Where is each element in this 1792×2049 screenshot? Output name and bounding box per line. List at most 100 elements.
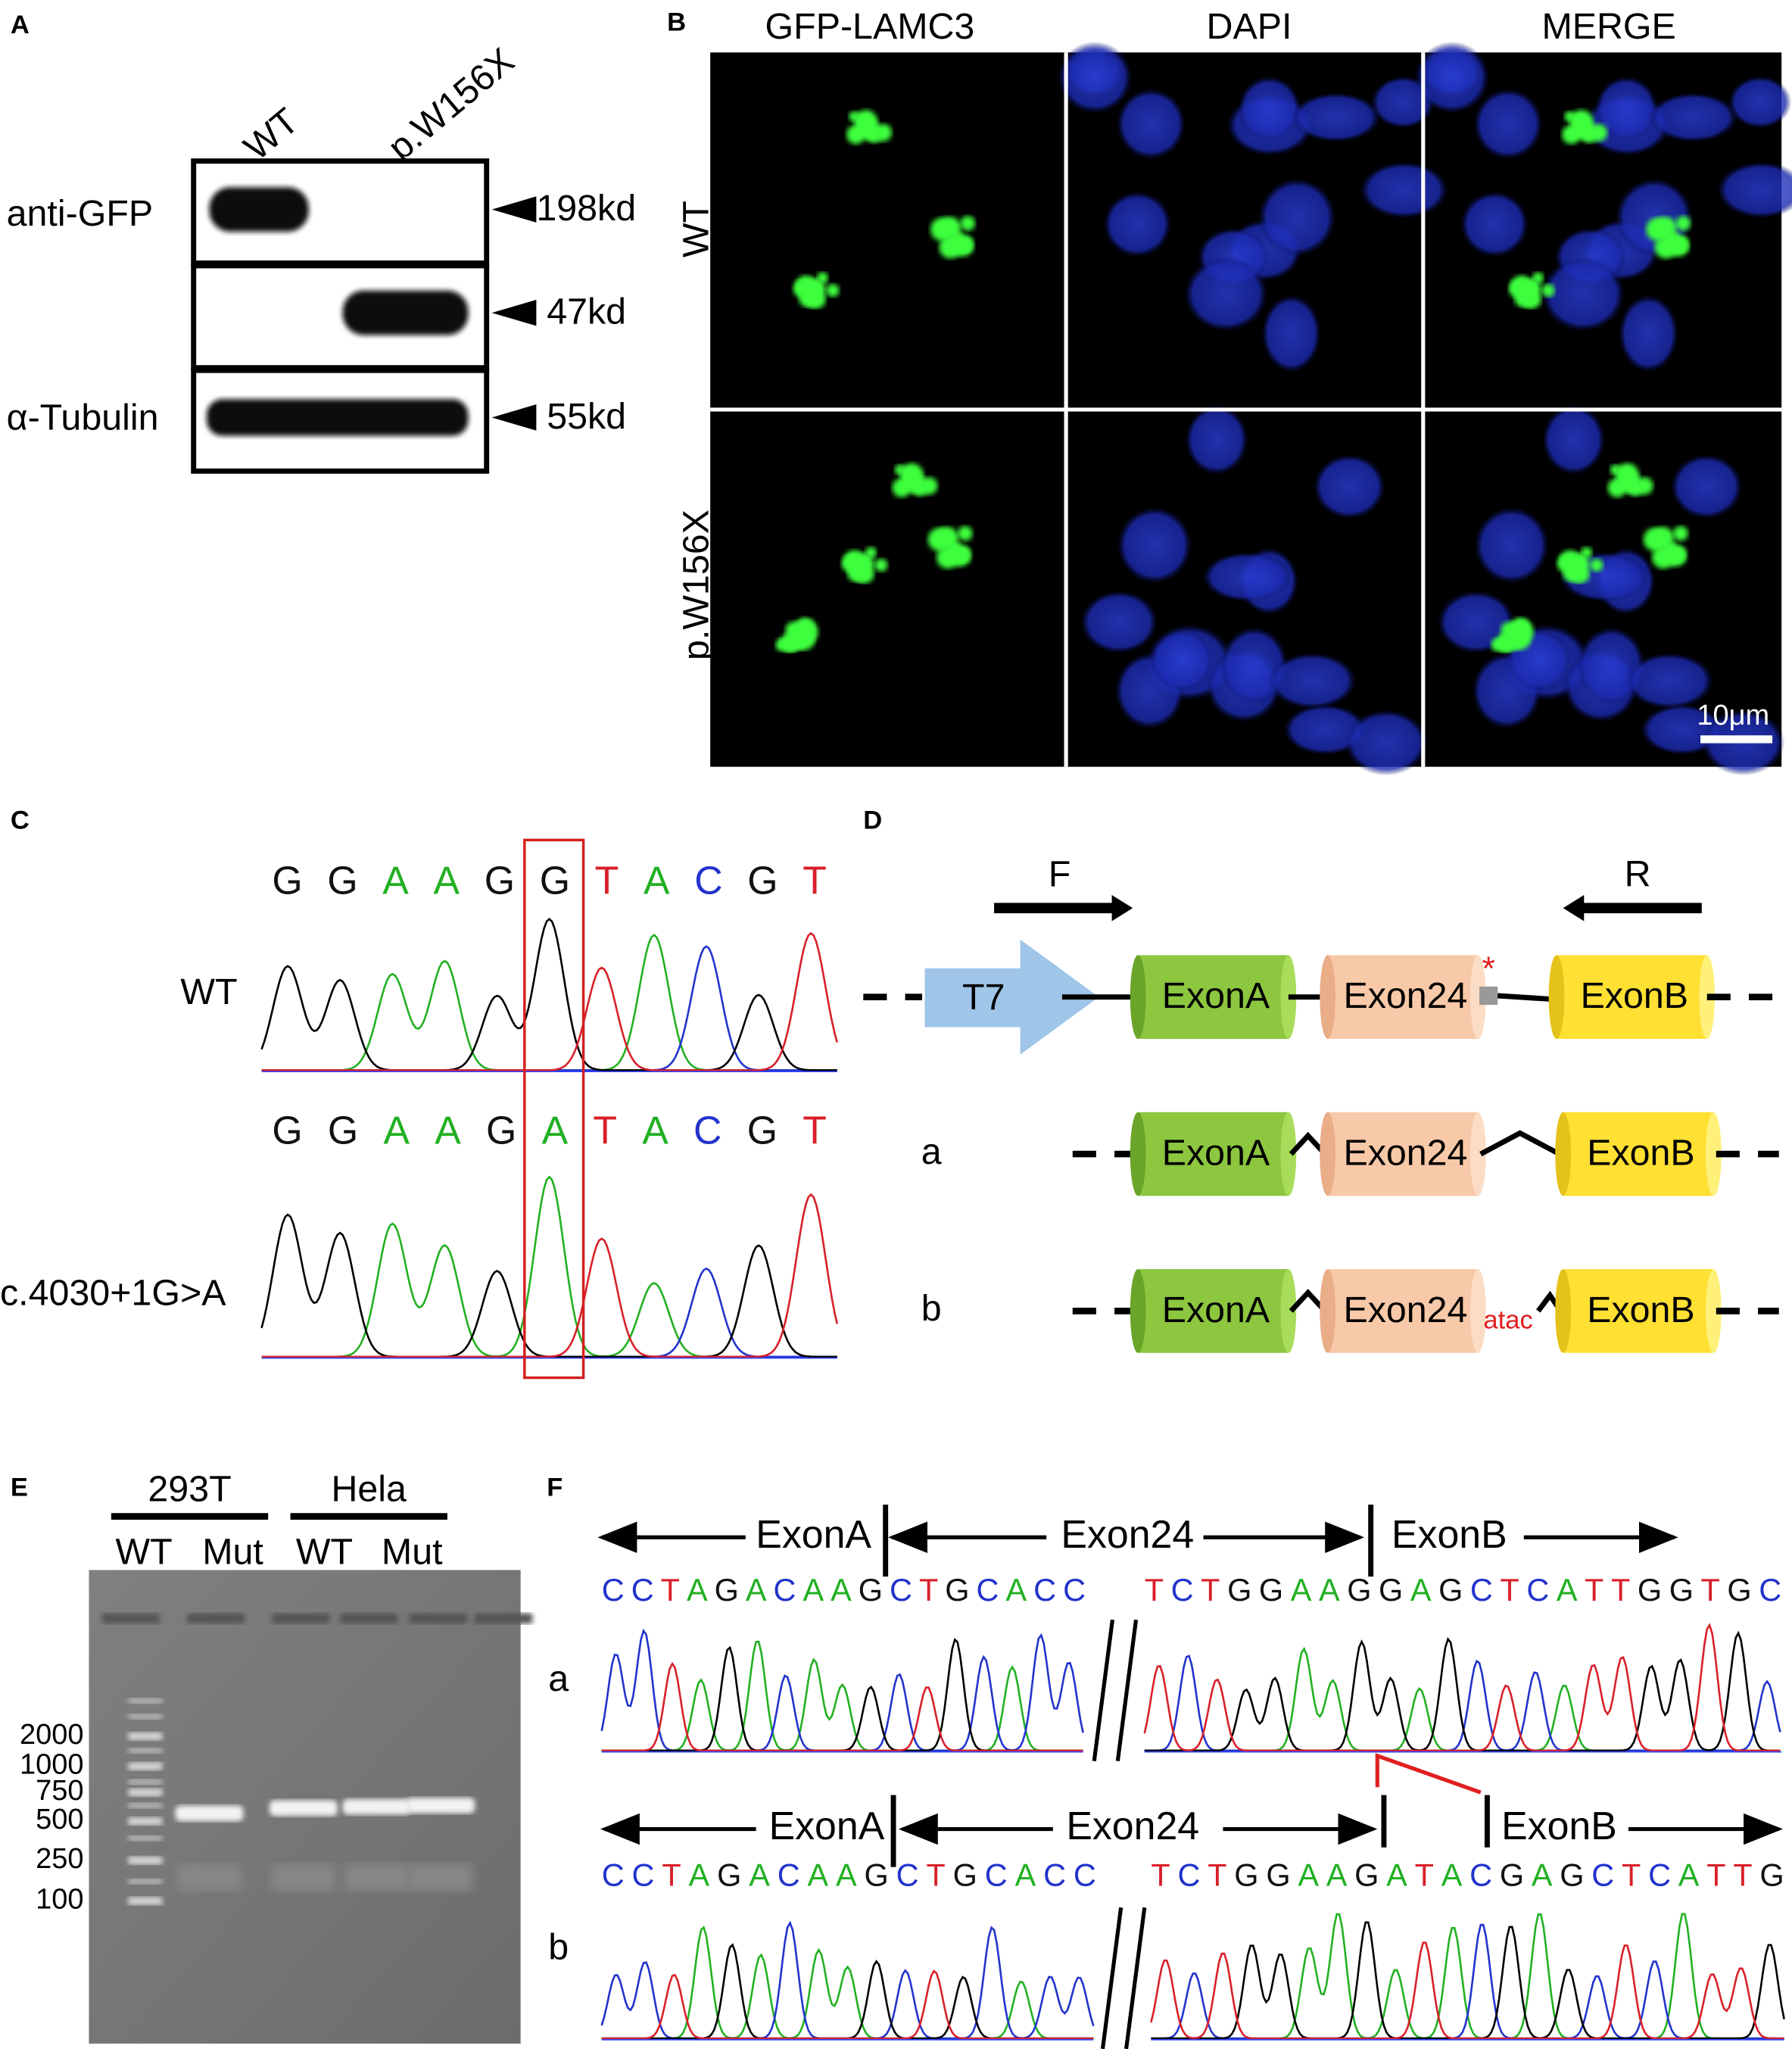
sample-band (407, 1798, 475, 1814)
exon (1138, 1269, 1289, 1353)
row-label: anti-GFP (7, 193, 154, 234)
nucleus (1474, 507, 1549, 584)
nucleus (1268, 653, 1357, 710)
exon-label: ExonA (1162, 1133, 1270, 1174)
band (209, 187, 309, 232)
base: A (746, 1572, 767, 1608)
trace (601, 1943, 1094, 2040)
exon-edge (1555, 1269, 1572, 1353)
base: A (434, 858, 460, 902)
ladder-band (128, 1835, 163, 1842)
nucleus (1313, 454, 1385, 519)
gfp-signal (948, 541, 960, 554)
cell-line: 293T (148, 1469, 231, 1510)
panel-label: B (667, 8, 686, 36)
base: T (593, 1108, 617, 1152)
base: A (1557, 1572, 1578, 1608)
base: C (631, 1572, 654, 1608)
base: C (602, 1857, 625, 1892)
gfp-signal (1666, 232, 1678, 244)
gfp-signal (809, 282, 821, 295)
base: A (435, 1108, 461, 1152)
column-title: MERGE (1541, 6, 1675, 47)
sample-band (269, 1800, 338, 1817)
gfp-signal (796, 617, 815, 636)
scale-bar (1700, 735, 1773, 744)
gfp-signal (1573, 114, 1587, 127)
base: T (1701, 1572, 1720, 1608)
base: C (1759, 1572, 1781, 1608)
column-title: GFP-LAMC3 (765, 6, 975, 47)
exon (1138, 955, 1289, 1040)
ladder-band (128, 1748, 163, 1754)
ladder-label: 2000 (20, 1719, 84, 1751)
sample-band (342, 1798, 411, 1815)
base: T (926, 1857, 945, 1892)
trace (261, 1193, 839, 1358)
track-name: b (548, 1926, 569, 1967)
base: T (1706, 1857, 1725, 1892)
base: G (1727, 1572, 1751, 1608)
base: T (1611, 1572, 1630, 1608)
trace (1143, 1623, 1781, 1752)
exon-label: ExonB (1587, 1133, 1694, 1174)
trace (600, 1920, 1095, 2040)
base: T (595, 858, 619, 902)
base: A (749, 1857, 770, 1892)
base: G (1669, 1572, 1694, 1608)
gfp-signal (798, 289, 815, 307)
base: G (1438, 1572, 1463, 1608)
region-label: ExonA (756, 1512, 871, 1556)
splice-junction (1479, 1130, 1566, 1159)
band (206, 399, 469, 436)
size-label: 55kd (547, 396, 626, 437)
nucleus (1414, 41, 1490, 114)
gfp-signal (1562, 564, 1579, 582)
base: G (1638, 1572, 1662, 1608)
base: T (661, 1572, 680, 1608)
base: G (1259, 1572, 1283, 1608)
ladder-band (128, 1779, 163, 1785)
nucleus (1184, 257, 1268, 332)
base: G (865, 1857, 889, 1892)
trace (260, 918, 837, 1071)
arrow (491, 404, 537, 431)
gfp-signal (938, 532, 950, 544)
base: A (836, 1857, 857, 1892)
exon-edge (1130, 1112, 1146, 1196)
base: G (272, 1108, 302, 1152)
base: G (1227, 1572, 1251, 1608)
primer-arrow (1563, 894, 1702, 922)
gfp-signal (826, 284, 840, 298)
gfp-signal (1590, 558, 1603, 572)
splice-junction (1289, 1131, 1327, 1156)
trace (261, 1267, 837, 1358)
exon-edge (1705, 1112, 1722, 1196)
well (272, 1613, 330, 1624)
base: G (486, 1108, 516, 1152)
exon-edge (1469, 1269, 1486, 1353)
exon-label: ExonA (1162, 1290, 1270, 1330)
smear (177, 1864, 241, 1891)
splice-junction (1289, 1289, 1327, 1313)
primer-arrow (994, 894, 1133, 922)
gfp-signal (1674, 238, 1688, 253)
base: T (1201, 1572, 1220, 1608)
exon-edge (1469, 1112, 1486, 1196)
panel-label: F (547, 1473, 563, 1502)
base: C (1648, 1857, 1671, 1892)
trace (601, 1640, 1083, 1752)
gfp-signal (958, 526, 973, 541)
nucleus (1344, 710, 1428, 776)
isoform-label: a (921, 1131, 942, 1172)
ladder-band (128, 1856, 163, 1865)
ladder-band (128, 1714, 163, 1720)
base: A (1005, 1572, 1027, 1608)
base: A (1298, 1857, 1319, 1892)
base: G (859, 1572, 883, 1608)
exon-edge (1130, 1269, 1146, 1353)
nucleus (1150, 629, 1214, 691)
